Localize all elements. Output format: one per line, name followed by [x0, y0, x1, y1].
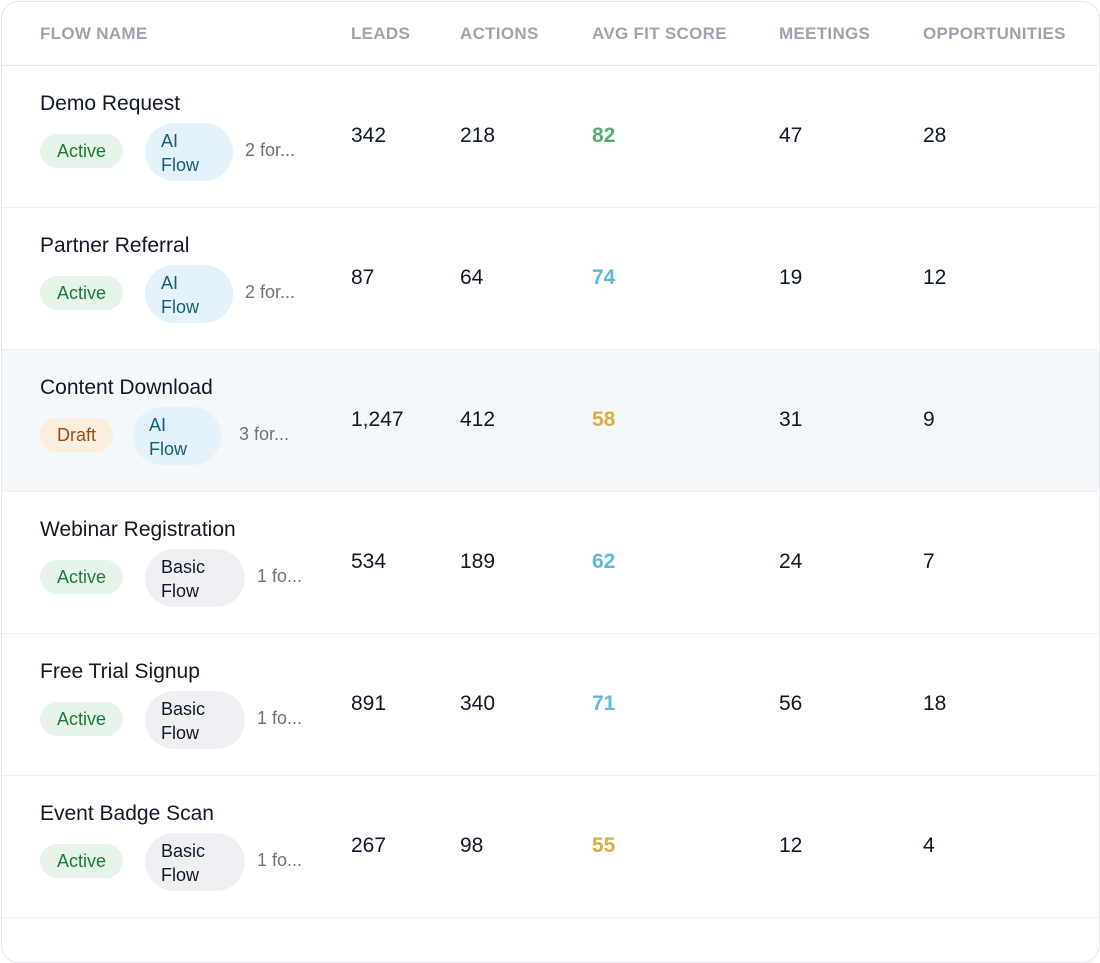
fit-score-value: 71: [592, 692, 616, 715]
status-badge: Active: [40, 134, 124, 168]
header-leads[interactable]: LEADS: [351, 24, 411, 43]
actions-value: 98: [460, 834, 484, 857]
flow-type-badge: AI Flow: [133, 407, 221, 465]
flow-type-badge: AI Flow: [145, 265, 233, 323]
header-actions[interactable]: ACTIONS: [460, 24, 539, 43]
forms-count: 1 fo...: [257, 566, 303, 586]
header-opportunities[interactable]: OPPORTUNITIES: [923, 24, 1066, 43]
flow-type-badge: Basic Flow: [145, 833, 245, 891]
status-badge: Active: [40, 276, 124, 310]
table-row[interactable]: Partner Referral Active AI Flow 2 for... 87 64…: [2, 208, 1099, 350]
status-badge: Draft: [40, 418, 114, 452]
leads-value: 1,247: [351, 408, 404, 431]
meetings-value: 24: [779, 550, 803, 573]
actions-value: 412: [460, 408, 496, 431]
actions-value: 64: [460, 266, 484, 289]
leads-value: 534: [351, 550, 387, 573]
fit-score-value: 55: [592, 834, 616, 857]
flow-type-line2: Flow: [161, 723, 200, 743]
header-avg-fit-score[interactable]: AVG FIT SCORE: [592, 24, 727, 43]
forms-count: 1 fo...: [257, 850, 303, 870]
flow-name[interactable]: Demo Request: [40, 92, 181, 115]
table-row[interactable]: Content Download Draft AI Flow 3 for... 1,247…: [2, 350, 1099, 492]
flow-name[interactable]: Free Trial Signup: [40, 660, 200, 683]
flow-type-line2: Flow: [161, 155, 200, 175]
meetings-value: 47: [779, 124, 803, 147]
table-row[interactable]: Free Trial Signup Active Basic Flow 1 fo... 8…: [2, 634, 1099, 776]
fit-score-value: 74: [592, 266, 616, 289]
flow-type-line1: Basic: [161, 557, 206, 577]
flow-type-line1: Basic: [161, 841, 206, 861]
flow-type-badge: Basic Flow: [145, 549, 245, 607]
table-header: FLOW NAME LEADS ACTIONS AVG FIT SCORE ME…: [2, 2, 1099, 66]
meetings-value: 19: [779, 266, 803, 289]
flow-type-line1: AI: [149, 415, 167, 435]
header-flow-name[interactable]: FLOW NAME: [40, 24, 148, 43]
flow-type-line2: Flow: [161, 581, 200, 601]
status-badge: Active: [40, 560, 124, 594]
meetings-value: 31: [779, 408, 803, 431]
leads-value: 891: [351, 692, 387, 715]
opportunities-value: 18: [923, 692, 947, 715]
forms-count: 2 for...: [245, 282, 296, 302]
flow-type-line2: Flow: [149, 439, 188, 459]
opportunities-value: 12: [923, 266, 947, 289]
actions-value: 218: [460, 124, 496, 147]
flow-type-line1: Basic: [161, 699, 206, 719]
status-badge: Active: [40, 844, 124, 878]
fit-score-value: 62: [592, 550, 616, 573]
flow-name[interactable]: Partner Referral: [40, 234, 190, 257]
flow-type-line1: AI: [161, 131, 179, 151]
header-meetings[interactable]: MEETINGS: [779, 24, 871, 43]
flow-type-line1: AI: [161, 273, 179, 293]
meetings-value: 56: [779, 692, 803, 715]
opportunities-value: 7: [923, 550, 935, 573]
flow-name[interactable]: Event Badge Scan: [40, 802, 214, 825]
status-badge: Active: [40, 702, 124, 736]
forms-count: 3 for...: [239, 424, 290, 444]
fit-score-value: 82: [592, 124, 616, 147]
table-row[interactable]: Demo Request Active AI Flow 2 for... 342 218 82…: [2, 66, 1099, 208]
actions-value: 189: [460, 550, 496, 573]
leads-value: 87: [351, 266, 375, 289]
opportunities-value: 4: [923, 834, 935, 857]
meetings-value: 12: [779, 834, 803, 857]
forms-count: 1 fo...: [257, 708, 303, 728]
table-body: Demo Request Active AI Flow 2 for... 342 218 82…: [2, 66, 1099, 918]
table-row[interactable]: Event Badge Scan Active Basic Flow 1 fo... 26…: [2, 776, 1099, 918]
table-row[interactable]: Webinar Registration Active Basic Flow 1 fo.…: [2, 492, 1099, 634]
flow-name[interactable]: Content Download: [40, 376, 213, 399]
actions-value: 340: [460, 692, 496, 715]
flow-type-badge: Basic Flow: [145, 691, 245, 749]
opportunities-value: 9: [923, 408, 935, 431]
flow-name[interactable]: Webinar Registration: [40, 518, 236, 541]
fit-score-value: 58: [592, 408, 616, 431]
forms-count: 2 for...: [245, 140, 296, 160]
flow-type-line2: Flow: [161, 297, 200, 317]
leads-value: 342: [351, 124, 387, 147]
opportunities-value: 28: [923, 124, 947, 147]
flow-type-badge: AI Flow: [145, 123, 233, 181]
leads-value: 267: [351, 834, 387, 857]
flow-type-line2: Flow: [161, 865, 200, 885]
